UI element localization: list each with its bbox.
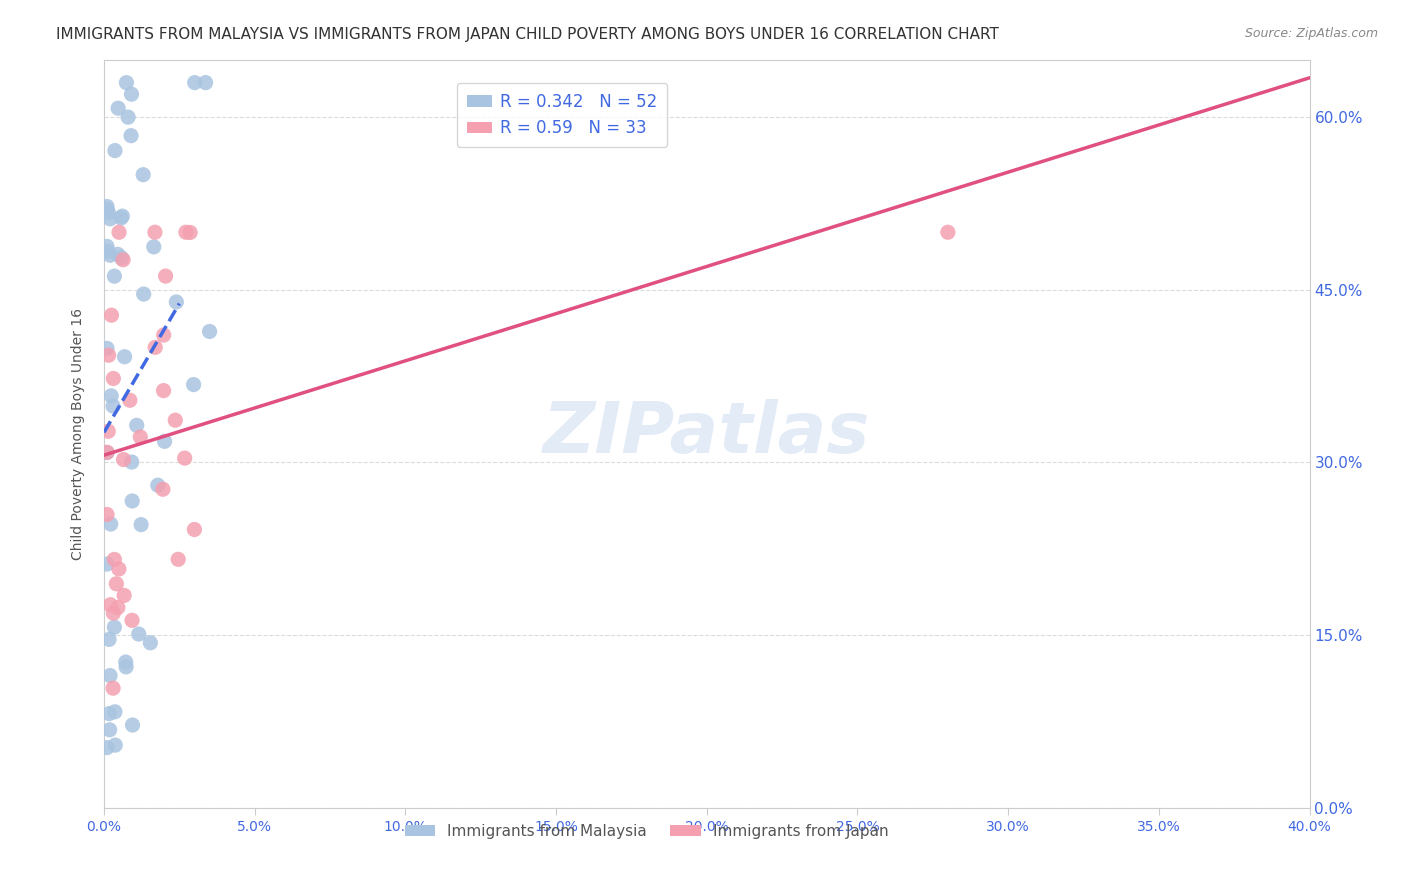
Immigrants from Japan bbox=[112, 252, 135, 267]
Immigrants from Malaysia bbox=[107, 101, 129, 115]
Immigrants from Japan bbox=[155, 269, 177, 284]
Immigrants from Malaysia bbox=[104, 738, 127, 752]
Immigrants from Japan bbox=[143, 225, 166, 239]
Immigrants from Malaysia bbox=[121, 455, 143, 469]
Immigrants from Malaysia bbox=[98, 211, 121, 226]
Immigrants from Japan bbox=[105, 576, 128, 591]
Immigrants from Japan bbox=[183, 523, 205, 537]
Immigrants from Japan bbox=[179, 226, 201, 240]
Immigrants from Malaysia bbox=[121, 87, 143, 102]
Immigrants from Malaysia bbox=[101, 399, 124, 413]
Immigrants from Malaysia bbox=[132, 287, 155, 301]
Immigrants from Malaysia bbox=[114, 350, 136, 364]
Immigrants from Malaysia bbox=[128, 627, 150, 641]
Immigrants from Malaysia bbox=[97, 244, 120, 259]
Immigrants from Japan bbox=[121, 613, 143, 627]
Immigrants from Malaysia bbox=[98, 632, 121, 647]
Immigrants from Japan bbox=[98, 598, 121, 612]
Immigrants from Malaysia bbox=[183, 377, 205, 392]
Immigrants from Malaysia bbox=[111, 209, 134, 223]
Immigrants from Japan bbox=[152, 384, 174, 398]
Immigrants from Malaysia bbox=[100, 389, 122, 403]
Immigrants from Japan bbox=[152, 328, 174, 343]
Y-axis label: Child Poverty Among Boys Under 16: Child Poverty Among Boys Under 16 bbox=[72, 308, 86, 559]
Immigrants from Japan bbox=[112, 452, 135, 467]
Immigrants from Malaysia bbox=[96, 200, 118, 214]
Immigrants from Japan bbox=[103, 552, 125, 566]
Immigrants from Malaysia bbox=[121, 718, 143, 732]
Immigrants from Malaysia bbox=[110, 211, 132, 225]
Text: Source: ZipAtlas.com: Source: ZipAtlas.com bbox=[1244, 27, 1378, 40]
Immigrants from Malaysia bbox=[153, 434, 176, 449]
Immigrants from Japan bbox=[107, 600, 129, 615]
Immigrants from Malaysia bbox=[103, 620, 125, 634]
Immigrants from Japan bbox=[173, 451, 195, 466]
Immigrants from Japan bbox=[101, 681, 124, 695]
Immigrants from Malaysia bbox=[132, 168, 155, 182]
Immigrants from Malaysia bbox=[115, 76, 138, 90]
Immigrants from Malaysia bbox=[96, 740, 118, 755]
Immigrants from Japan bbox=[96, 508, 118, 522]
Immigrants from Malaysia bbox=[146, 478, 169, 492]
Immigrants from Japan bbox=[118, 393, 141, 408]
Immigrants from Malaysia bbox=[121, 494, 143, 508]
Immigrants from Malaysia bbox=[165, 295, 187, 310]
Text: ZIPatlas: ZIPatlas bbox=[543, 400, 870, 468]
Immigrants from Japan bbox=[108, 562, 131, 576]
Immigrants from Japan bbox=[100, 308, 122, 322]
Immigrants from Malaysia bbox=[125, 418, 148, 433]
Immigrants from Japan bbox=[103, 371, 125, 385]
Immigrants from Malaysia bbox=[198, 325, 221, 339]
Immigrants from Japan bbox=[167, 552, 190, 566]
Immigrants from Malaysia bbox=[96, 445, 118, 459]
Immigrants from Malaysia bbox=[96, 239, 118, 253]
Immigrants from Malaysia bbox=[142, 240, 165, 254]
Text: IMMIGRANTS FROM MALAYSIA VS IMMIGRANTS FROM JAPAN CHILD POVERTY AMONG BOYS UNDER: IMMIGRANTS FROM MALAYSIA VS IMMIGRANTS F… bbox=[56, 27, 1000, 42]
Immigrants from Japan bbox=[103, 606, 125, 620]
Immigrants from Malaysia bbox=[96, 557, 118, 571]
Immigrants from Malaysia bbox=[120, 128, 142, 143]
Immigrants from Japan bbox=[97, 424, 120, 438]
Immigrants from Malaysia bbox=[98, 248, 121, 262]
Immigrants from Malaysia bbox=[103, 269, 125, 284]
Immigrants from Malaysia bbox=[183, 76, 205, 90]
Immigrants from Japan bbox=[112, 588, 135, 602]
Immigrants from Malaysia bbox=[104, 144, 127, 158]
Immigrants from Malaysia bbox=[97, 205, 120, 219]
Immigrants from Malaysia bbox=[98, 723, 121, 737]
Immigrants from Malaysia bbox=[114, 655, 136, 669]
Immigrants from Malaysia bbox=[115, 660, 138, 674]
Immigrants from Japan bbox=[108, 225, 131, 239]
Immigrants from Malaysia bbox=[98, 706, 121, 721]
Immigrants from Malaysia bbox=[139, 636, 162, 650]
Immigrants from Malaysia bbox=[96, 202, 118, 217]
Immigrants from Malaysia bbox=[104, 705, 127, 719]
Immigrants from Japan bbox=[143, 340, 166, 354]
Immigrants from Japan bbox=[152, 482, 174, 496]
Immigrants from Malaysia bbox=[129, 517, 152, 532]
Immigrants from Malaysia bbox=[117, 110, 139, 124]
Immigrants from Japan bbox=[174, 225, 197, 239]
Immigrants from Malaysia bbox=[96, 342, 118, 356]
Immigrants from Malaysia bbox=[98, 668, 121, 682]
Immigrants from Malaysia bbox=[194, 76, 217, 90]
Immigrants from Japan bbox=[936, 225, 959, 239]
Immigrants from Japan bbox=[97, 348, 120, 362]
Immigrants from Malaysia bbox=[110, 251, 132, 265]
Immigrants from Malaysia bbox=[100, 516, 122, 531]
Immigrants from Malaysia bbox=[107, 247, 129, 261]
Legend: Immigrants from Malaysia, Immigrants from Japan: Immigrants from Malaysia, Immigrants fro… bbox=[398, 818, 894, 845]
Immigrants from Japan bbox=[165, 413, 187, 427]
Immigrants from Japan bbox=[96, 445, 118, 459]
Immigrants from Japan bbox=[129, 430, 152, 444]
